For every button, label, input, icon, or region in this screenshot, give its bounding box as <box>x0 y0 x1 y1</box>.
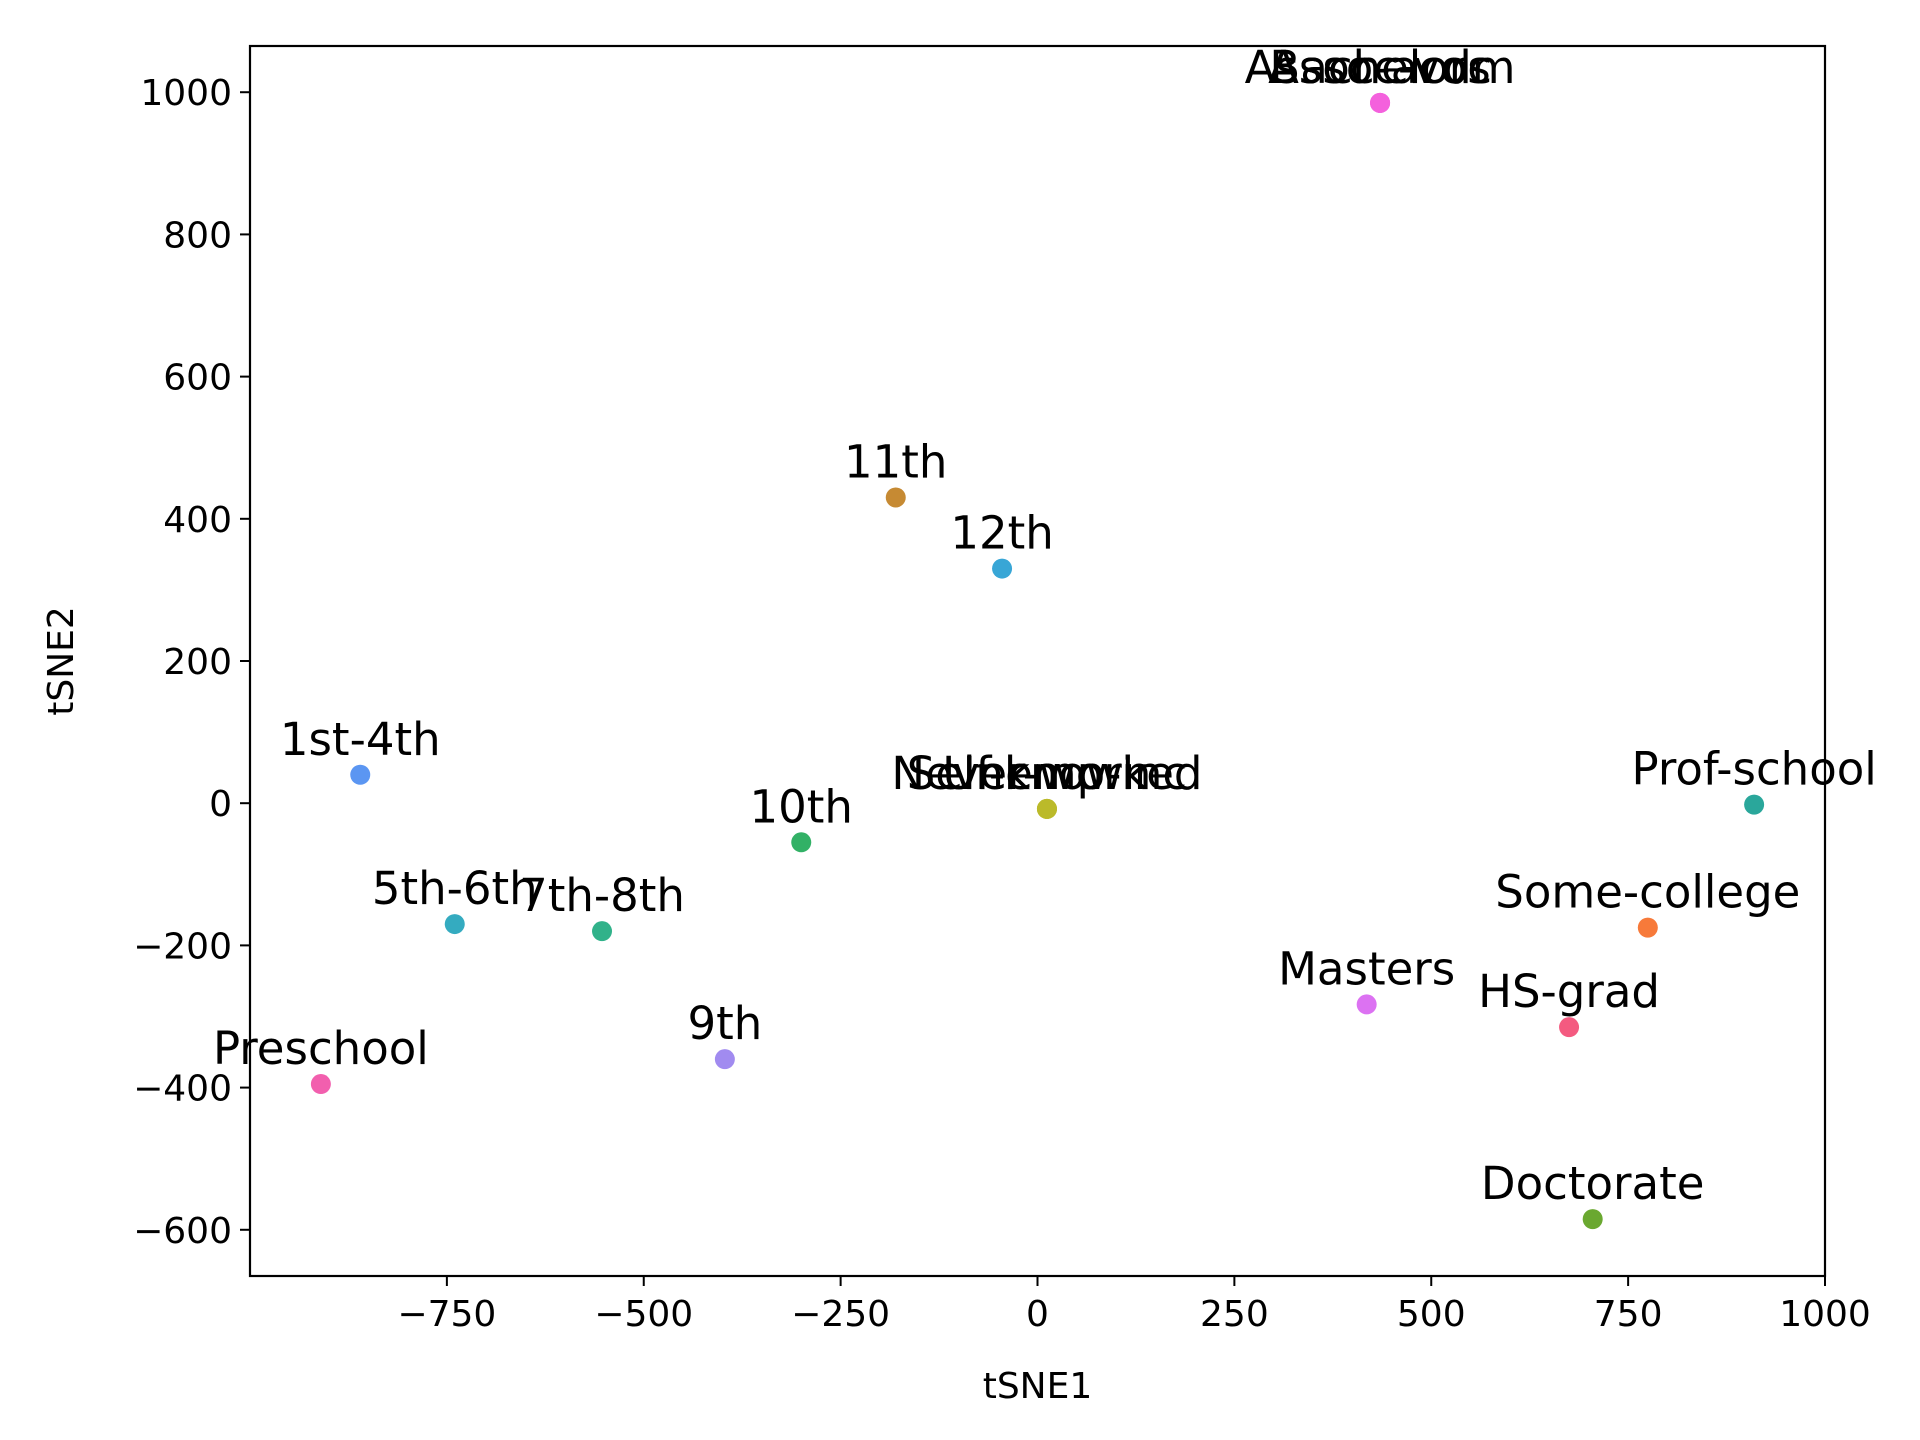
data-point <box>714 1049 735 1070</box>
data-point <box>1370 92 1391 113</box>
y-tick-label: −200 <box>133 926 232 967</box>
points-layer <box>310 92 1765 1230</box>
y-tick-label: 800 <box>163 215 232 256</box>
data-point-label: Unknown <box>942 747 1151 800</box>
data-point-label: HS-grad <box>1478 965 1660 1018</box>
data-point-label: Assoc-acdm <box>1245 41 1516 94</box>
data-point <box>310 1074 331 1095</box>
y-axis-title: tSNE2 <box>41 606 82 716</box>
y-tick-label: 600 <box>163 358 232 399</box>
x-axis-title: tSNE1 <box>983 1366 1093 1407</box>
y-tick-label: 0 <box>209 784 232 825</box>
data-point-label: 5th-6th <box>372 862 538 915</box>
y-tick-label: 400 <box>163 500 232 541</box>
data-point-label: 12th <box>950 507 1053 560</box>
data-point-label: 7th-8th <box>519 869 685 922</box>
data-point <box>1637 917 1658 938</box>
y-axis-ticks: −600 −400 −200 0 200 400 600 800 1000 <box>133 73 250 1252</box>
data-point-label: Assoc-voc <box>1268 41 1492 94</box>
data-point <box>885 487 906 508</box>
data-point <box>592 921 613 942</box>
data-point-label: Some-college <box>1495 866 1800 919</box>
y-tick-label: 1000 <box>140 73 232 114</box>
data-point <box>791 832 812 853</box>
data-point-label: 1st-4th <box>280 713 441 766</box>
data-point-label: 9th <box>687 997 762 1050</box>
data-point-label: Self-emp-inc <box>907 747 1187 800</box>
data-point <box>1559 1017 1580 1038</box>
y-tick-label: −600 <box>133 1211 232 1252</box>
data-point <box>1356 994 1377 1015</box>
x-tick-label: 750 <box>1594 1294 1663 1335</box>
data-point <box>444 914 465 935</box>
x-tick-label: 1000 <box>1779 1294 1871 1335</box>
data-point <box>1582 1209 1603 1230</box>
data-point-label: 11th <box>844 435 947 488</box>
y-tick-label: 200 <box>163 642 232 683</box>
data-point <box>350 764 371 785</box>
x-tick-label: 250 <box>1200 1294 1269 1335</box>
x-tick-label: −250 <box>791 1294 890 1335</box>
data-point-label: Doctorate <box>1481 1157 1705 1210</box>
y-tick-label: −400 <box>133 1069 232 1110</box>
x-tick-label: 500 <box>1397 1294 1466 1335</box>
data-point-label: 10th <box>750 780 853 833</box>
plot-frame <box>248 44 1827 1278</box>
data-point <box>1744 794 1765 815</box>
x-tick-label: −500 <box>594 1294 693 1335</box>
data-point-label: Bachelors <box>1269 41 1490 94</box>
x-axis-ticks: −750 −500 −250 0 250 500 750 1000 <box>397 1276 1871 1335</box>
data-point-label: Preschool <box>213 1022 429 1075</box>
data-point-label: Masters <box>1278 942 1455 995</box>
data-point-label: Never-worked <box>891 747 1202 800</box>
x-tick-label: 0 <box>1026 1294 1049 1335</box>
data-point <box>1036 798 1057 819</box>
x-tick-label: −750 <box>397 1294 496 1335</box>
data-point <box>992 558 1013 579</box>
data-point-label: Prof-school <box>1631 743 1876 796</box>
